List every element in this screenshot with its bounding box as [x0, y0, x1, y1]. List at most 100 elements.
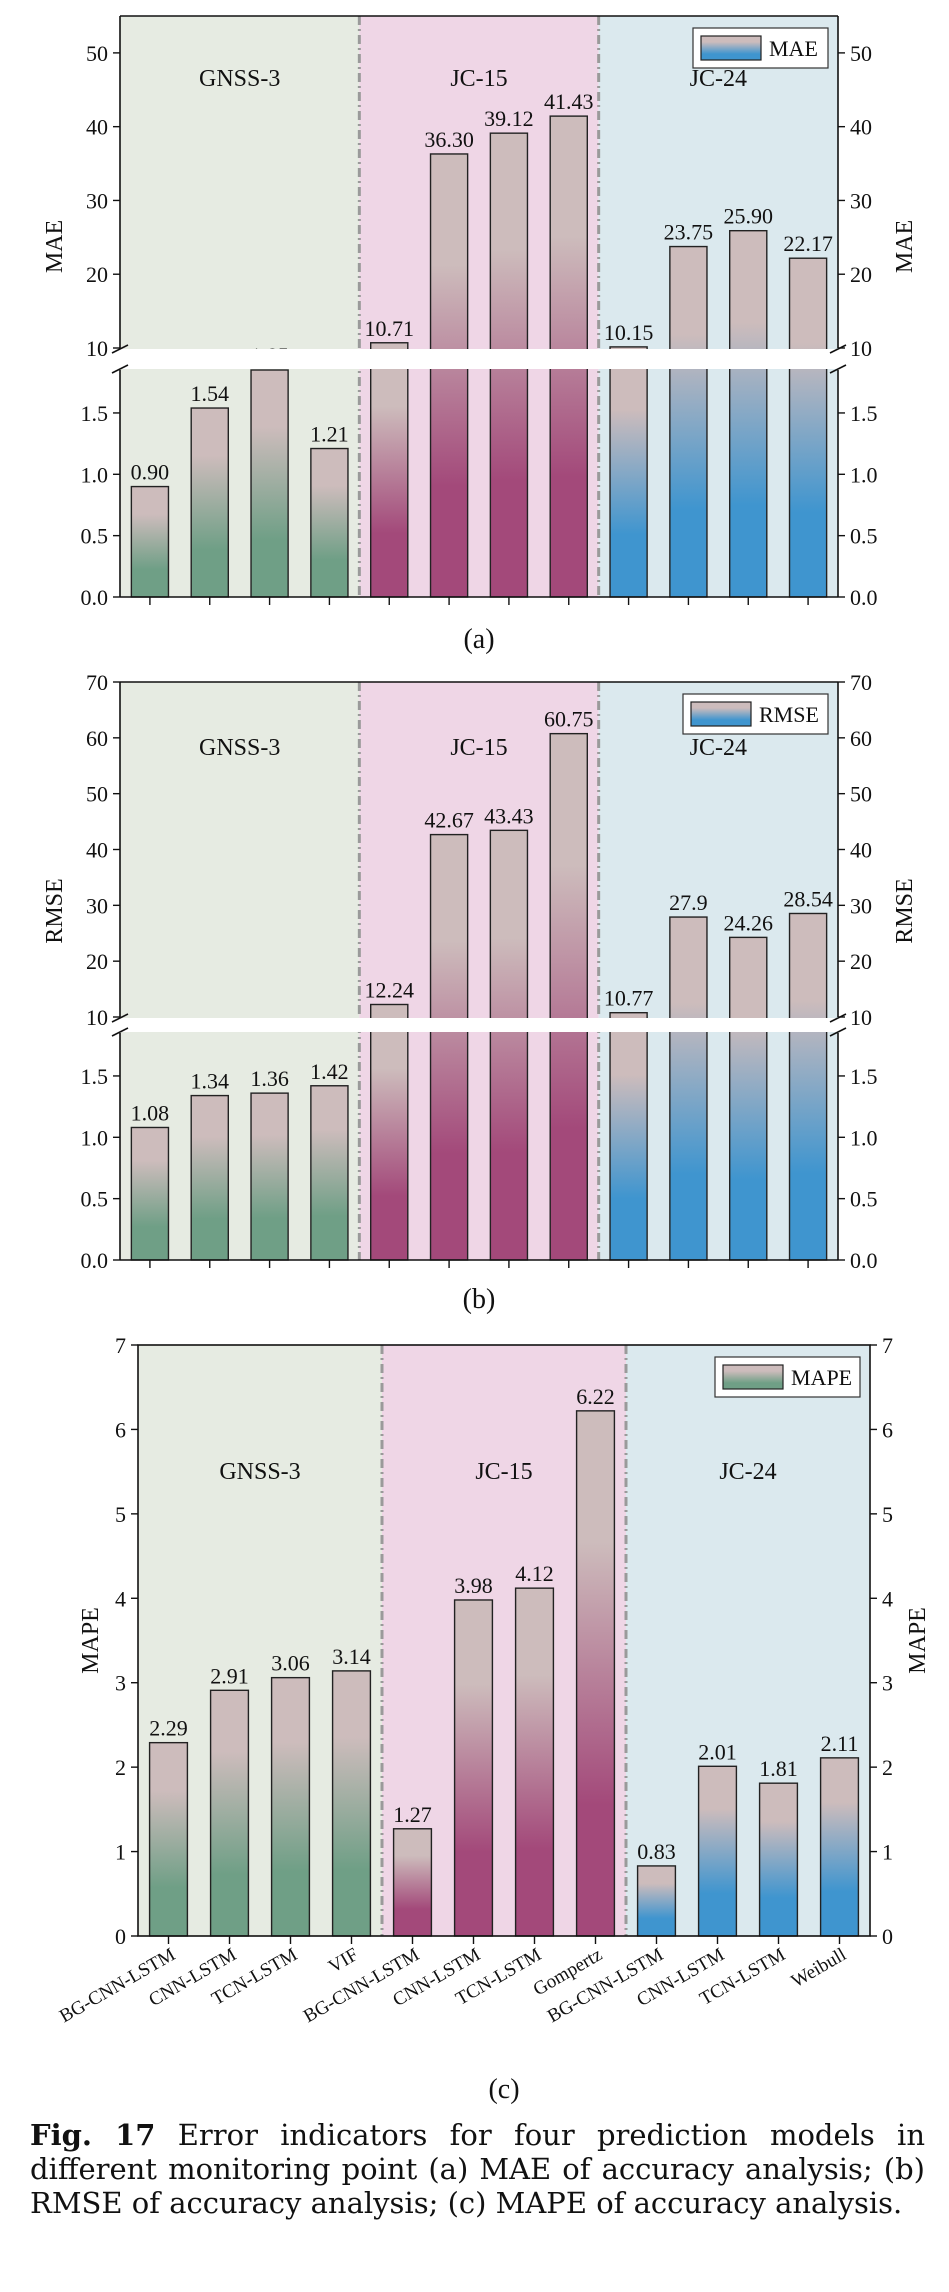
y-tick-label: 1.0 [850, 462, 878, 487]
bar [549, 732, 588, 1261]
bar-value-label: 27.9 [669, 890, 708, 915]
y-tick-label: 1.5 [81, 401, 109, 426]
y-tick-label: 20 [86, 262, 108, 287]
bar-value-label: 42.67 [424, 808, 474, 833]
y-tick-label: 60 [86, 726, 108, 751]
bar [669, 245, 708, 598]
y-tick-label: 3 [882, 1671, 893, 1696]
group-label: GNSS-3 [219, 1459, 300, 1485]
chart-rmse: GNSS-3 JC-15 JC-24 1.08 1.34 1.36 1.42 12.24 42.… [42, 670, 918, 1315]
bar-value-label: 10.77 [604, 986, 654, 1011]
bar [575, 1410, 616, 1937]
bar-value-label: 1.42 [310, 1059, 349, 1084]
bar-value-label: 39.12 [484, 106, 534, 131]
x-tick-label: Weibull [788, 1944, 850, 1992]
y-tick-label: 0 [882, 1924, 893, 1949]
bar [788, 257, 828, 598]
y-tick-label: 40 [86, 115, 108, 140]
y-tick-label: 1.5 [850, 401, 878, 426]
y-tick-label: 2 [882, 1755, 893, 1780]
y-tick-label: 30 [86, 893, 108, 918]
legend-label: MAPE [791, 1365, 852, 1390]
bar [310, 447, 349, 598]
bar-value-label: 1.81 [759, 1756, 798, 1781]
group-label: JC-24 [719, 1459, 776, 1485]
group-label: JC-24 [690, 735, 747, 761]
y-tick-label: 10 [850, 1005, 872, 1030]
y-tick-label: 50 [86, 782, 108, 807]
y-tick-label: 1.0 [81, 1125, 109, 1150]
bar [429, 153, 469, 598]
bar-value-label: 36.30 [424, 127, 474, 152]
bar-value-label: 1.27 [393, 1802, 432, 1827]
axis-break-mark [829, 344, 847, 354]
y-tick-label: 0.0 [81, 1248, 109, 1273]
y-tick-label: 0 [115, 1924, 126, 1949]
y-tick-label: 10 [86, 1005, 108, 1030]
legend-swatch [690, 701, 752, 727]
legend-swatch [722, 1364, 784, 1390]
bar-value-label: 43.43 [484, 803, 534, 828]
y-tick-label: 40 [850, 838, 872, 863]
bar-value-label: 22.17 [783, 231, 833, 256]
axis-break-mark [829, 1013, 847, 1023]
y-tick-label: 30 [86, 188, 108, 213]
bar-value-label: 3.06 [271, 1651, 310, 1676]
bar-value-label: 28.54 [783, 886, 833, 911]
bar [331, 1670, 372, 1937]
y-tick-label: 0.5 [81, 1187, 109, 1212]
y-tick-label: 1.0 [850, 1125, 878, 1150]
y-tick-label: 0.0 [81, 585, 109, 610]
bar-value-label: 3.14 [332, 1644, 371, 1669]
bar [250, 369, 289, 598]
y-tick-label: 1.0 [81, 462, 109, 487]
y-tick-label: 7 [882, 1333, 893, 1358]
bar [310, 1085, 349, 1261]
bar-value-label: 2.91 [210, 1663, 249, 1688]
chart-mae: GNSS-3JC-15JC-240.901.541.851.2110.7136.… [42, 15, 918, 655]
y-tick-label: 50 [850, 782, 872, 807]
bar [209, 1689, 250, 1937]
bar [250, 1092, 289, 1261]
axis-frame [137, 1344, 871, 1937]
bar-value-label: 2.11 [821, 1731, 859, 1756]
y-tick-label: 0.0 [850, 1248, 878, 1273]
y-tick-label: 10 [86, 336, 108, 361]
bar-value-label: 1.36 [250, 1066, 289, 1091]
bar [609, 1012, 648, 1261]
bar-value-label: 10.15 [604, 320, 654, 345]
bar-value-label: 0.90 [131, 460, 170, 485]
bar-value-label: 23.75 [664, 220, 714, 245]
bar [609, 346, 648, 598]
bar-value-label: 2.01 [698, 1739, 737, 1764]
bar-value-label: 1.21 [310, 422, 349, 447]
bar-value-label: 1.34 [191, 1069, 230, 1094]
bar [148, 1741, 189, 1937]
axis-break-mark [111, 1013, 129, 1023]
y-tick-label: 0.5 [850, 1187, 878, 1212]
legend-label: RMSE [759, 702, 819, 727]
panel-label: (a) [463, 624, 494, 655]
bar [758, 1782, 799, 1937]
group-label: JC-24 [690, 66, 747, 92]
axis-break-mark [111, 1027, 129, 1037]
bar [514, 1587, 555, 1937]
panel-label: (b) [463, 1284, 496, 1315]
bar [429, 833, 469, 1261]
y-tick-label: 5 [882, 1502, 893, 1527]
y-tick-label: 0.5 [81, 524, 109, 549]
group-label: JC-15 [450, 66, 507, 92]
y-tick-label: 30 [850, 188, 872, 213]
bar-value-label: 1.08 [131, 1100, 170, 1125]
y-tick-label: 5 [115, 1502, 126, 1527]
y-tick-label: 1.5 [81, 1064, 109, 1089]
bar [669, 916, 708, 1261]
x-tick-label: VIF [325, 1944, 362, 1977]
bar [130, 1126, 170, 1261]
bar [636, 1865, 677, 1937]
y-tick-label: 1.5 [850, 1064, 878, 1089]
group-label: JC-15 [475, 1459, 532, 1485]
y-tick-label: 6 [115, 1417, 126, 1442]
y-tick-label: 70 [850, 670, 872, 695]
y-axis-title-right: MAE [892, 220, 918, 273]
